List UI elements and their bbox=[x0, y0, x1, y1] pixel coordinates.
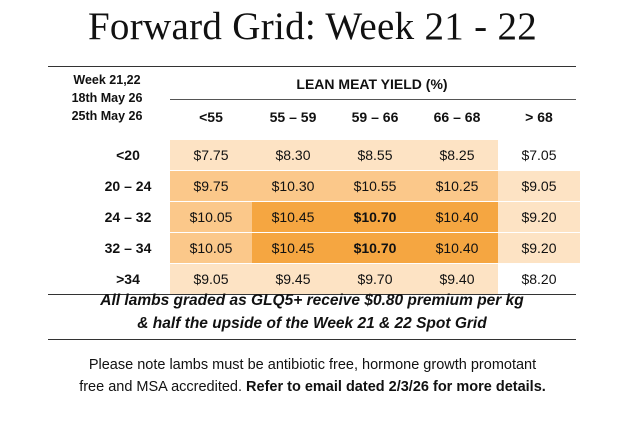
price-cell: $10.70 bbox=[334, 202, 416, 232]
price-cell: $10.25 bbox=[416, 171, 498, 201]
price-cell: $10.40 bbox=[416, 233, 498, 263]
price-cell: $8.20 bbox=[498, 264, 580, 294]
week-label: Week 21,22 bbox=[73, 73, 141, 87]
table-header: Week 21,22 18th May 26 25th May 26 LEAN … bbox=[48, 67, 576, 139]
row-label: <20 bbox=[86, 140, 170, 170]
price-cell: $9.40 bbox=[416, 264, 498, 294]
lean-meat-yield-heading: LEAN MEAT YIELD (%) bbox=[296, 76, 448, 92]
table-row: >34 $9.05 $9.45 $9.70 $9.40 $8.20 bbox=[48, 263, 580, 294]
note-line-2-plain: free and MSA accredited. bbox=[79, 379, 247, 395]
price-cell: $8.55 bbox=[334, 140, 416, 170]
price-cell: $7.05 bbox=[498, 140, 580, 170]
price-cell: $9.05 bbox=[170, 264, 252, 294]
price-cell: $9.45 bbox=[252, 264, 334, 294]
price-cell: $10.30 bbox=[252, 171, 334, 201]
price-cell: $10.45 bbox=[252, 233, 334, 263]
column-header: 66 – 68 bbox=[433, 109, 481, 125]
price-cell: $10.55 bbox=[334, 171, 416, 201]
table-row: 24 – 32 $10.05 $10.45 $10.70 $10.40 $9.2… bbox=[48, 201, 580, 232]
week-date-1: 18th May 26 bbox=[71, 91, 143, 105]
premium-line-1: All lambs graded as GLQ5+ receive $0.80 … bbox=[100, 292, 524, 309]
price-cell: $9.75 bbox=[170, 171, 252, 201]
price-cell: $10.45 bbox=[252, 202, 334, 232]
row-label: >34 bbox=[86, 264, 170, 294]
footer-note: Please note lambs must be antibiotic fre… bbox=[0, 354, 625, 398]
note-line-2: free and MSA accredited. Refer to email … bbox=[0, 376, 625, 398]
price-cell: $8.25 bbox=[416, 140, 498, 170]
premium-note: All lambs graded as GLQ5+ receive $0.80 … bbox=[48, 289, 576, 335]
forward-grid-table: Week 21,22 18th May 26 25th May 26 LEAN … bbox=[48, 66, 580, 295]
column-header: 59 – 66 bbox=[351, 109, 399, 125]
table-row: <20 $7.75 $8.30 $8.55 $8.25 $7.05 bbox=[48, 139, 580, 170]
price-cell: $9.20 bbox=[498, 202, 580, 232]
column-header: > 68 bbox=[525, 109, 553, 125]
note-line-2-bold: Refer to email dated 2/3/26 for more det… bbox=[246, 379, 546, 395]
table-body: <20 $7.75 $8.30 $8.55 $8.25 $7.05 20 – 2… bbox=[48, 139, 580, 294]
week-info: Week 21,22 18th May 26 25th May 26 bbox=[48, 71, 166, 125]
note-line-1: Please note lambs must be antibiotic fre… bbox=[88, 357, 537, 373]
heading-divider bbox=[170, 99, 576, 100]
page-title: Forward Grid: Week 21 - 22 bbox=[87, 5, 538, 48]
row-label: 24 – 32 bbox=[86, 202, 170, 232]
price-cell: $10.05 bbox=[170, 202, 252, 232]
price-cell: $8.30 bbox=[252, 140, 334, 170]
row-label: 32 – 34 bbox=[86, 233, 170, 263]
price-cell: $9.05 bbox=[498, 171, 580, 201]
table-row: 20 – 24 $9.75 $10.30 $10.55 $10.25 $9.05 bbox=[48, 170, 580, 201]
price-cell: $10.70 bbox=[334, 233, 416, 263]
column-header: <55 bbox=[199, 109, 223, 125]
row-label: 20 – 24 bbox=[86, 171, 170, 201]
price-cell: $9.20 bbox=[498, 233, 580, 263]
price-cell: $9.70 bbox=[334, 264, 416, 294]
week-date-2: 25th May 26 bbox=[71, 109, 143, 123]
price-cell: $10.40 bbox=[416, 202, 498, 232]
price-cell: $10.05 bbox=[170, 233, 252, 263]
column-header: 55 – 59 bbox=[269, 109, 317, 125]
premium-line-2: & half the upside of the Week 21 & 22 Sp… bbox=[137, 315, 487, 332]
premium-divider bbox=[48, 339, 576, 340]
price-cell: $7.75 bbox=[170, 140, 252, 170]
table-row: 32 – 34 $10.05 $10.45 $10.70 $10.40 $9.2… bbox=[48, 232, 580, 263]
